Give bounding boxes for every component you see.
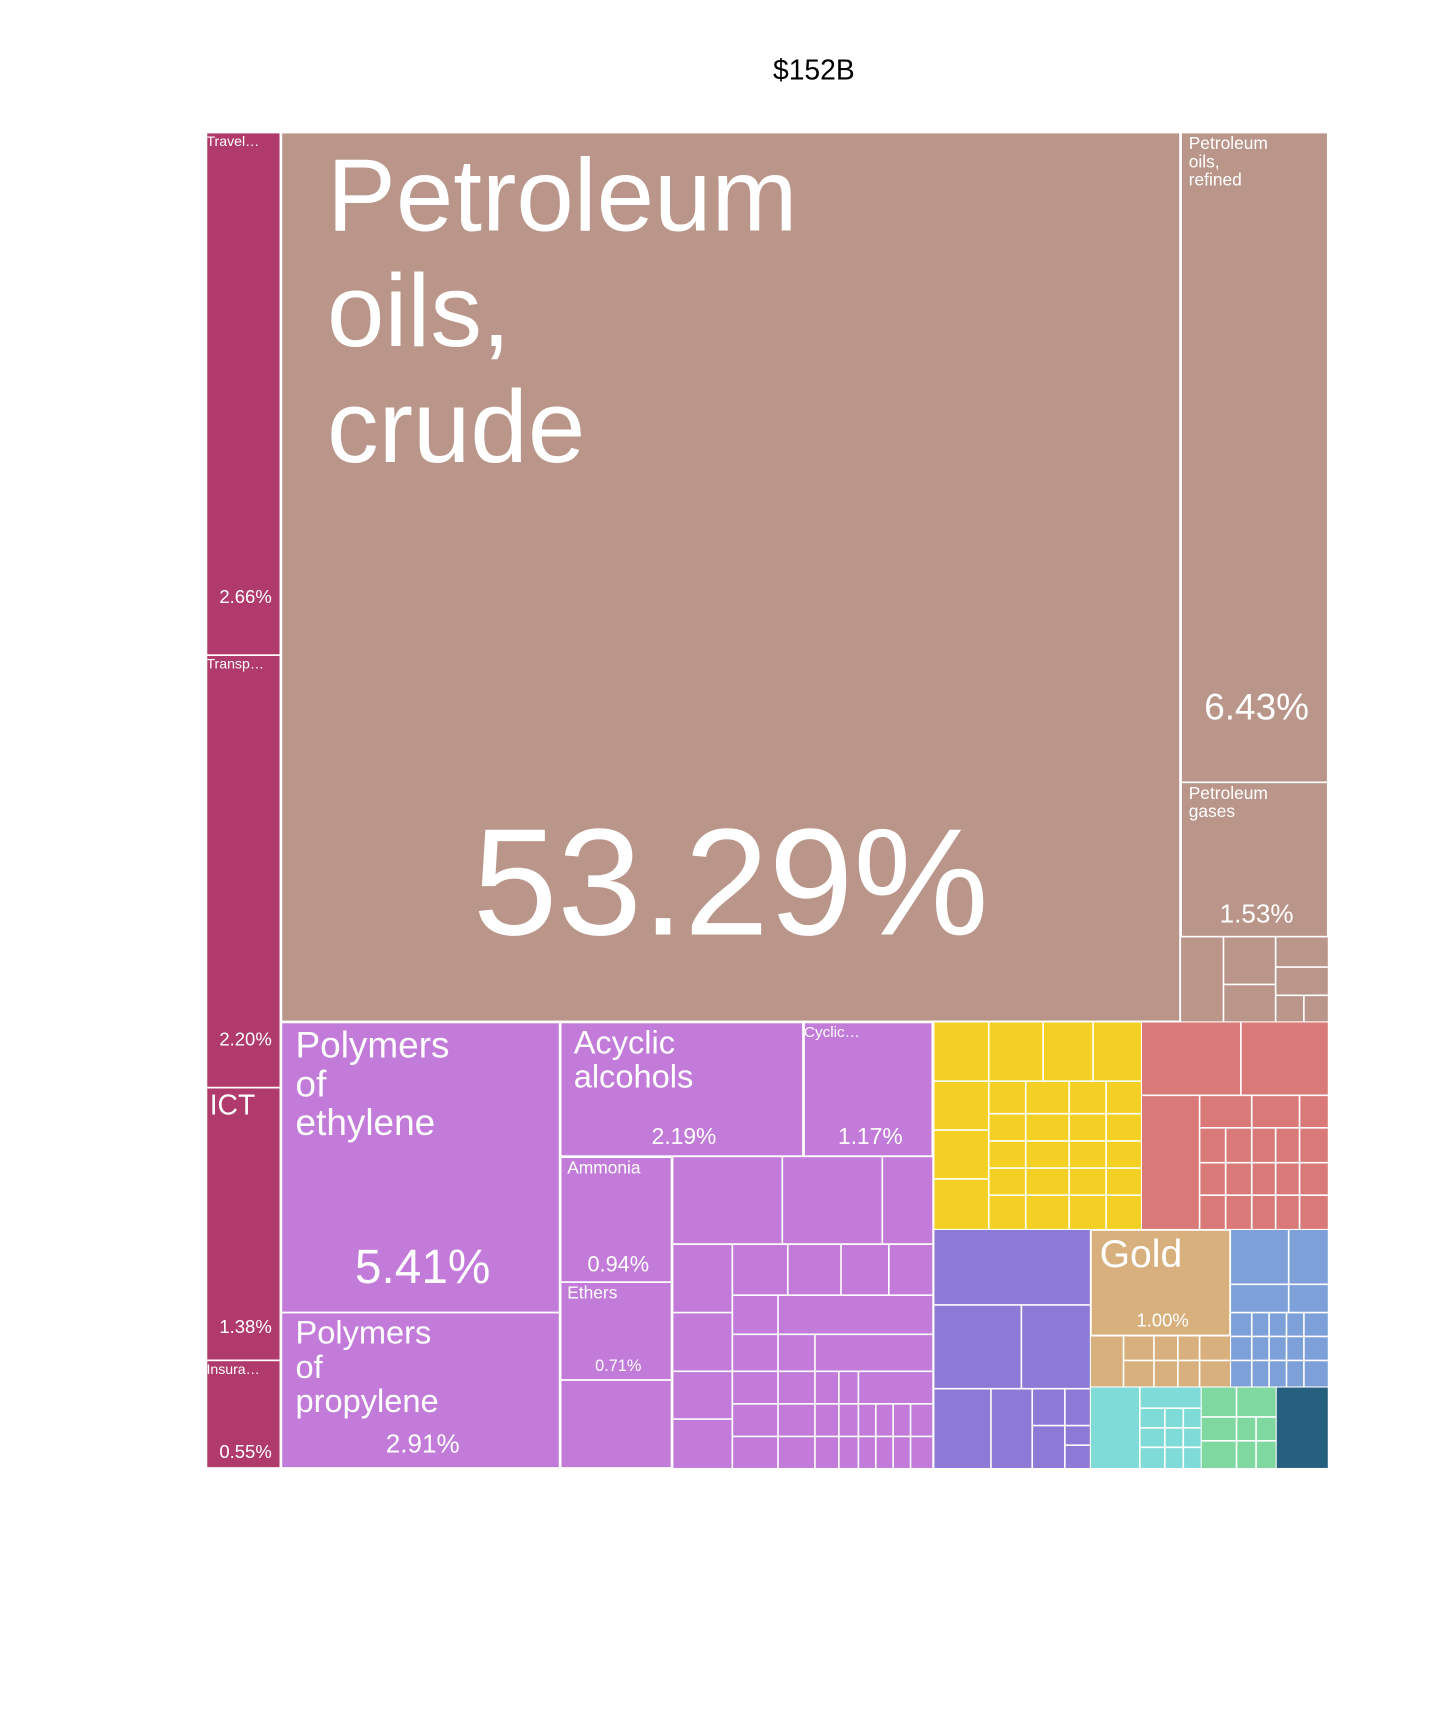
tile-value: 1.53% — [1220, 899, 1294, 929]
tile-label: Polymers of ethylene — [296, 1025, 450, 1144]
tile-label: Acyclic alcohols — [574, 1023, 694, 1094]
tile-label: Transp… — [206, 656, 264, 672]
tile-value: 2.66% — [219, 586, 271, 607]
tile-value: 5.41% — [355, 1241, 491, 1294]
tile — [280, 1311, 561, 1469]
tile — [559, 1021, 804, 1157]
tile-value: 53.29% — [473, 797, 989, 967]
tile-value: 0.94% — [587, 1251, 649, 1276]
tile-label: Gold — [1100, 1233, 1183, 1276]
tile-value: 2.19% — [652, 1123, 717, 1149]
tile-label: Cyclic… — [804, 1024, 860, 1041]
tile-label: Petroleum oils, refined — [1189, 133, 1268, 190]
tile-label: Insura… — [206, 1361, 259, 1377]
tile-label: Ammonia — [567, 1158, 641, 1178]
tile — [280, 1021, 561, 1314]
tile-label: Polymers of propylene — [296, 1314, 439, 1419]
tile — [559, 1281, 673, 1381]
tile-value: 0.55% — [219, 1441, 271, 1462]
tile — [205, 1359, 282, 1469]
minor-tiles — [559, 936, 1328, 1469]
tile-label: Ethers — [567, 1283, 618, 1303]
tile-value: 1.17% — [838, 1123, 903, 1149]
tile-label: Petroleum gases — [1189, 783, 1268, 821]
tile-label: Petroleum oils, crude — [327, 138, 797, 484]
tile — [803, 1021, 934, 1157]
tile-value: 0.71% — [595, 1357, 641, 1375]
tile — [1090, 1229, 1231, 1337]
tile — [205, 131, 282, 657]
tile-label: Travel… — [206, 133, 259, 149]
tile — [1180, 131, 1329, 784]
chart-title: $152B — [773, 53, 855, 85]
tile-label: ICT — [210, 1088, 256, 1120]
tile-value: 2.20% — [219, 1028, 271, 1049]
tile-value: 2.91% — [386, 1429, 460, 1459]
tile — [280, 131, 1181, 1023]
tile-value: 1.38% — [219, 1316, 271, 1337]
tile-value: 1.00% — [1136, 1310, 1188, 1331]
tile — [205, 654, 282, 1089]
tile — [1180, 781, 1329, 938]
tile — [559, 1156, 673, 1283]
tile-value: 6.43% — [1204, 686, 1309, 727]
